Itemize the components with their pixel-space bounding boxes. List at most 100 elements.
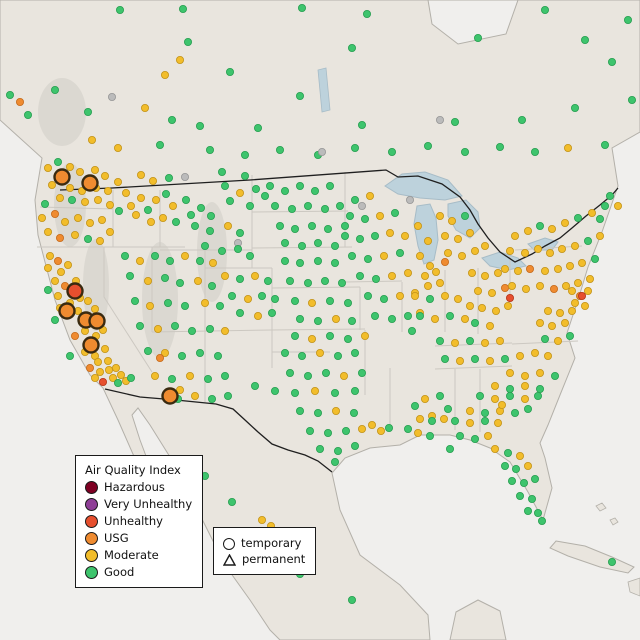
aqi-marker-good[interactable] <box>280 348 289 357</box>
aqi-marker-good[interactable] <box>285 368 294 377</box>
aqi-marker-good[interactable] <box>150 251 159 260</box>
aqi-marker-good[interactable] <box>114 378 123 387</box>
aqi-marker-good[interactable] <box>349 408 358 417</box>
aqi-marker-good[interactable] <box>370 311 379 320</box>
aqi-marker-moderate[interactable] <box>453 294 462 303</box>
aqi-marker-no-data[interactable] <box>435 116 444 125</box>
aqi-marker-moderate[interactable] <box>91 304 100 313</box>
aqi-marker-no-data[interactable] <box>357 201 366 210</box>
aqi-marker-moderate[interactable] <box>521 394 530 403</box>
aqi-marker-good[interactable] <box>285 276 294 285</box>
aqi-marker-good[interactable] <box>171 217 180 226</box>
aqi-marker-moderate[interactable] <box>561 218 570 227</box>
aqi-marker-good[interactable] <box>323 224 332 233</box>
aqi-marker-good[interactable] <box>245 251 254 260</box>
aqi-marker-moderate[interactable] <box>208 258 217 267</box>
aqi-marker-moderate[interactable] <box>485 356 494 365</box>
aqi-marker-good[interactable] <box>270 386 279 395</box>
aqi-marker-good[interactable] <box>390 208 399 217</box>
aqi-marker-good[interactable] <box>541 334 550 343</box>
aqi-marker-moderate[interactable] <box>480 338 489 347</box>
aqi-marker-good[interactable] <box>51 86 60 95</box>
aqi-marker-moderate[interactable] <box>562 281 571 290</box>
aqi-marker-good[interactable] <box>287 204 296 213</box>
aqi-marker-good[interactable] <box>333 351 342 360</box>
aqi-marker-good[interactable] <box>187 326 196 335</box>
aqi-marker-moderate[interactable] <box>180 251 189 260</box>
aqi-marker-good[interactable] <box>470 318 479 327</box>
aqi-marker-good[interactable] <box>313 238 322 247</box>
aqi-marker-moderate[interactable] <box>385 228 394 237</box>
aqi-marker-good[interactable] <box>443 404 452 413</box>
aqi-marker-moderate[interactable] <box>131 210 140 219</box>
aqi-marker-moderate[interactable] <box>379 251 388 260</box>
aqi-marker-good[interactable] <box>225 196 234 205</box>
aqi-marker-moderate[interactable] <box>485 321 494 330</box>
aqi-marker-moderate[interactable] <box>158 213 167 222</box>
aqi-marker-good[interactable] <box>195 122 204 131</box>
aqi-marker-good[interactable] <box>505 384 514 393</box>
aqi-marker-usg[interactable] <box>440 257 449 266</box>
aqi-marker-moderate[interactable] <box>521 381 530 390</box>
aqi-marker-good[interactable] <box>235 228 244 237</box>
aqi-marker-good[interactable] <box>355 234 364 243</box>
aqi-marker-moderate[interactable] <box>450 338 459 347</box>
aqi-marker-good[interactable] <box>347 316 356 325</box>
aqi-marker-moderate[interactable] <box>420 394 429 403</box>
aqi-marker-good[interactable] <box>186 210 195 219</box>
aqi-marker-moderate[interactable] <box>307 334 316 343</box>
aqi-marker-moderate[interactable] <box>315 348 324 357</box>
aqi-marker-good[interactable] <box>440 354 449 363</box>
aqi-marker-good[interactable] <box>425 431 434 440</box>
aqi-marker-good[interactable] <box>270 201 279 210</box>
aqi-marker-good[interactable] <box>435 391 444 400</box>
aqi-marker-moderate[interactable] <box>490 444 499 453</box>
aqi-marker-good[interactable] <box>410 401 419 410</box>
aqi-marker-moderate[interactable] <box>465 301 474 310</box>
aqi-marker-moderate[interactable] <box>493 268 502 277</box>
aqi-marker-moderate[interactable] <box>558 244 567 253</box>
aqi-marker-moderate[interactable] <box>516 451 525 460</box>
aqi-marker-good[interactable] <box>333 446 342 455</box>
aqi-marker-large-usg[interactable] <box>53 168 71 186</box>
aqi-marker-moderate[interactable] <box>54 291 63 300</box>
aqi-marker-good[interactable] <box>566 331 575 340</box>
aqi-marker-good[interactable] <box>303 278 312 287</box>
aqi-marker-usg[interactable] <box>15 98 24 107</box>
aqi-marker-moderate[interactable] <box>136 193 145 202</box>
aqi-marker-moderate[interactable] <box>81 197 90 206</box>
aqi-marker-good[interactable] <box>323 428 332 437</box>
aqi-marker-moderate[interactable] <box>490 381 499 390</box>
aqi-marker-good[interactable] <box>480 408 489 417</box>
aqi-marker-good[interactable] <box>240 150 249 159</box>
aqi-marker-good[interactable] <box>395 248 404 257</box>
aqi-marker-moderate[interactable] <box>564 143 573 152</box>
aqi-marker-usg[interactable] <box>500 283 509 292</box>
aqi-marker-good[interactable] <box>325 296 334 305</box>
aqi-marker-moderate[interactable] <box>568 306 577 315</box>
aqi-marker-good[interactable] <box>536 221 545 230</box>
aqi-marker-good[interactable] <box>313 316 322 325</box>
aqi-marker-moderate[interactable] <box>114 177 123 186</box>
aqi-marker-large-usg[interactable] <box>81 174 99 192</box>
aqi-marker-good[interactable] <box>596 214 605 223</box>
aqi-marker-moderate[interactable] <box>546 248 555 257</box>
aqi-marker-moderate[interactable] <box>109 373 118 382</box>
aqi-marker-usg[interactable] <box>550 284 559 293</box>
aqi-marker-good[interactable] <box>387 314 396 323</box>
aqi-marker-moderate[interactable] <box>51 276 60 285</box>
aqi-marker-good[interactable] <box>84 108 93 117</box>
aqi-marker-good[interactable] <box>541 6 550 14</box>
aqi-marker-good[interactable] <box>337 278 346 287</box>
aqi-marker-good[interactable] <box>297 4 306 12</box>
aqi-marker-good[interactable] <box>350 441 359 450</box>
aqi-marker-good[interactable] <box>245 201 254 210</box>
aqi-marker-moderate[interactable] <box>114 143 123 152</box>
aqi-marker-moderate[interactable] <box>507 281 516 290</box>
aqi-marker-good[interactable] <box>290 224 299 233</box>
aqi-marker-moderate[interactable] <box>88 135 97 144</box>
aqi-marker-moderate[interactable] <box>435 211 444 220</box>
aqi-marker-good[interactable] <box>500 461 509 470</box>
aqi-marker-good[interactable] <box>217 167 226 176</box>
aqi-marker-moderate[interactable] <box>98 215 107 224</box>
